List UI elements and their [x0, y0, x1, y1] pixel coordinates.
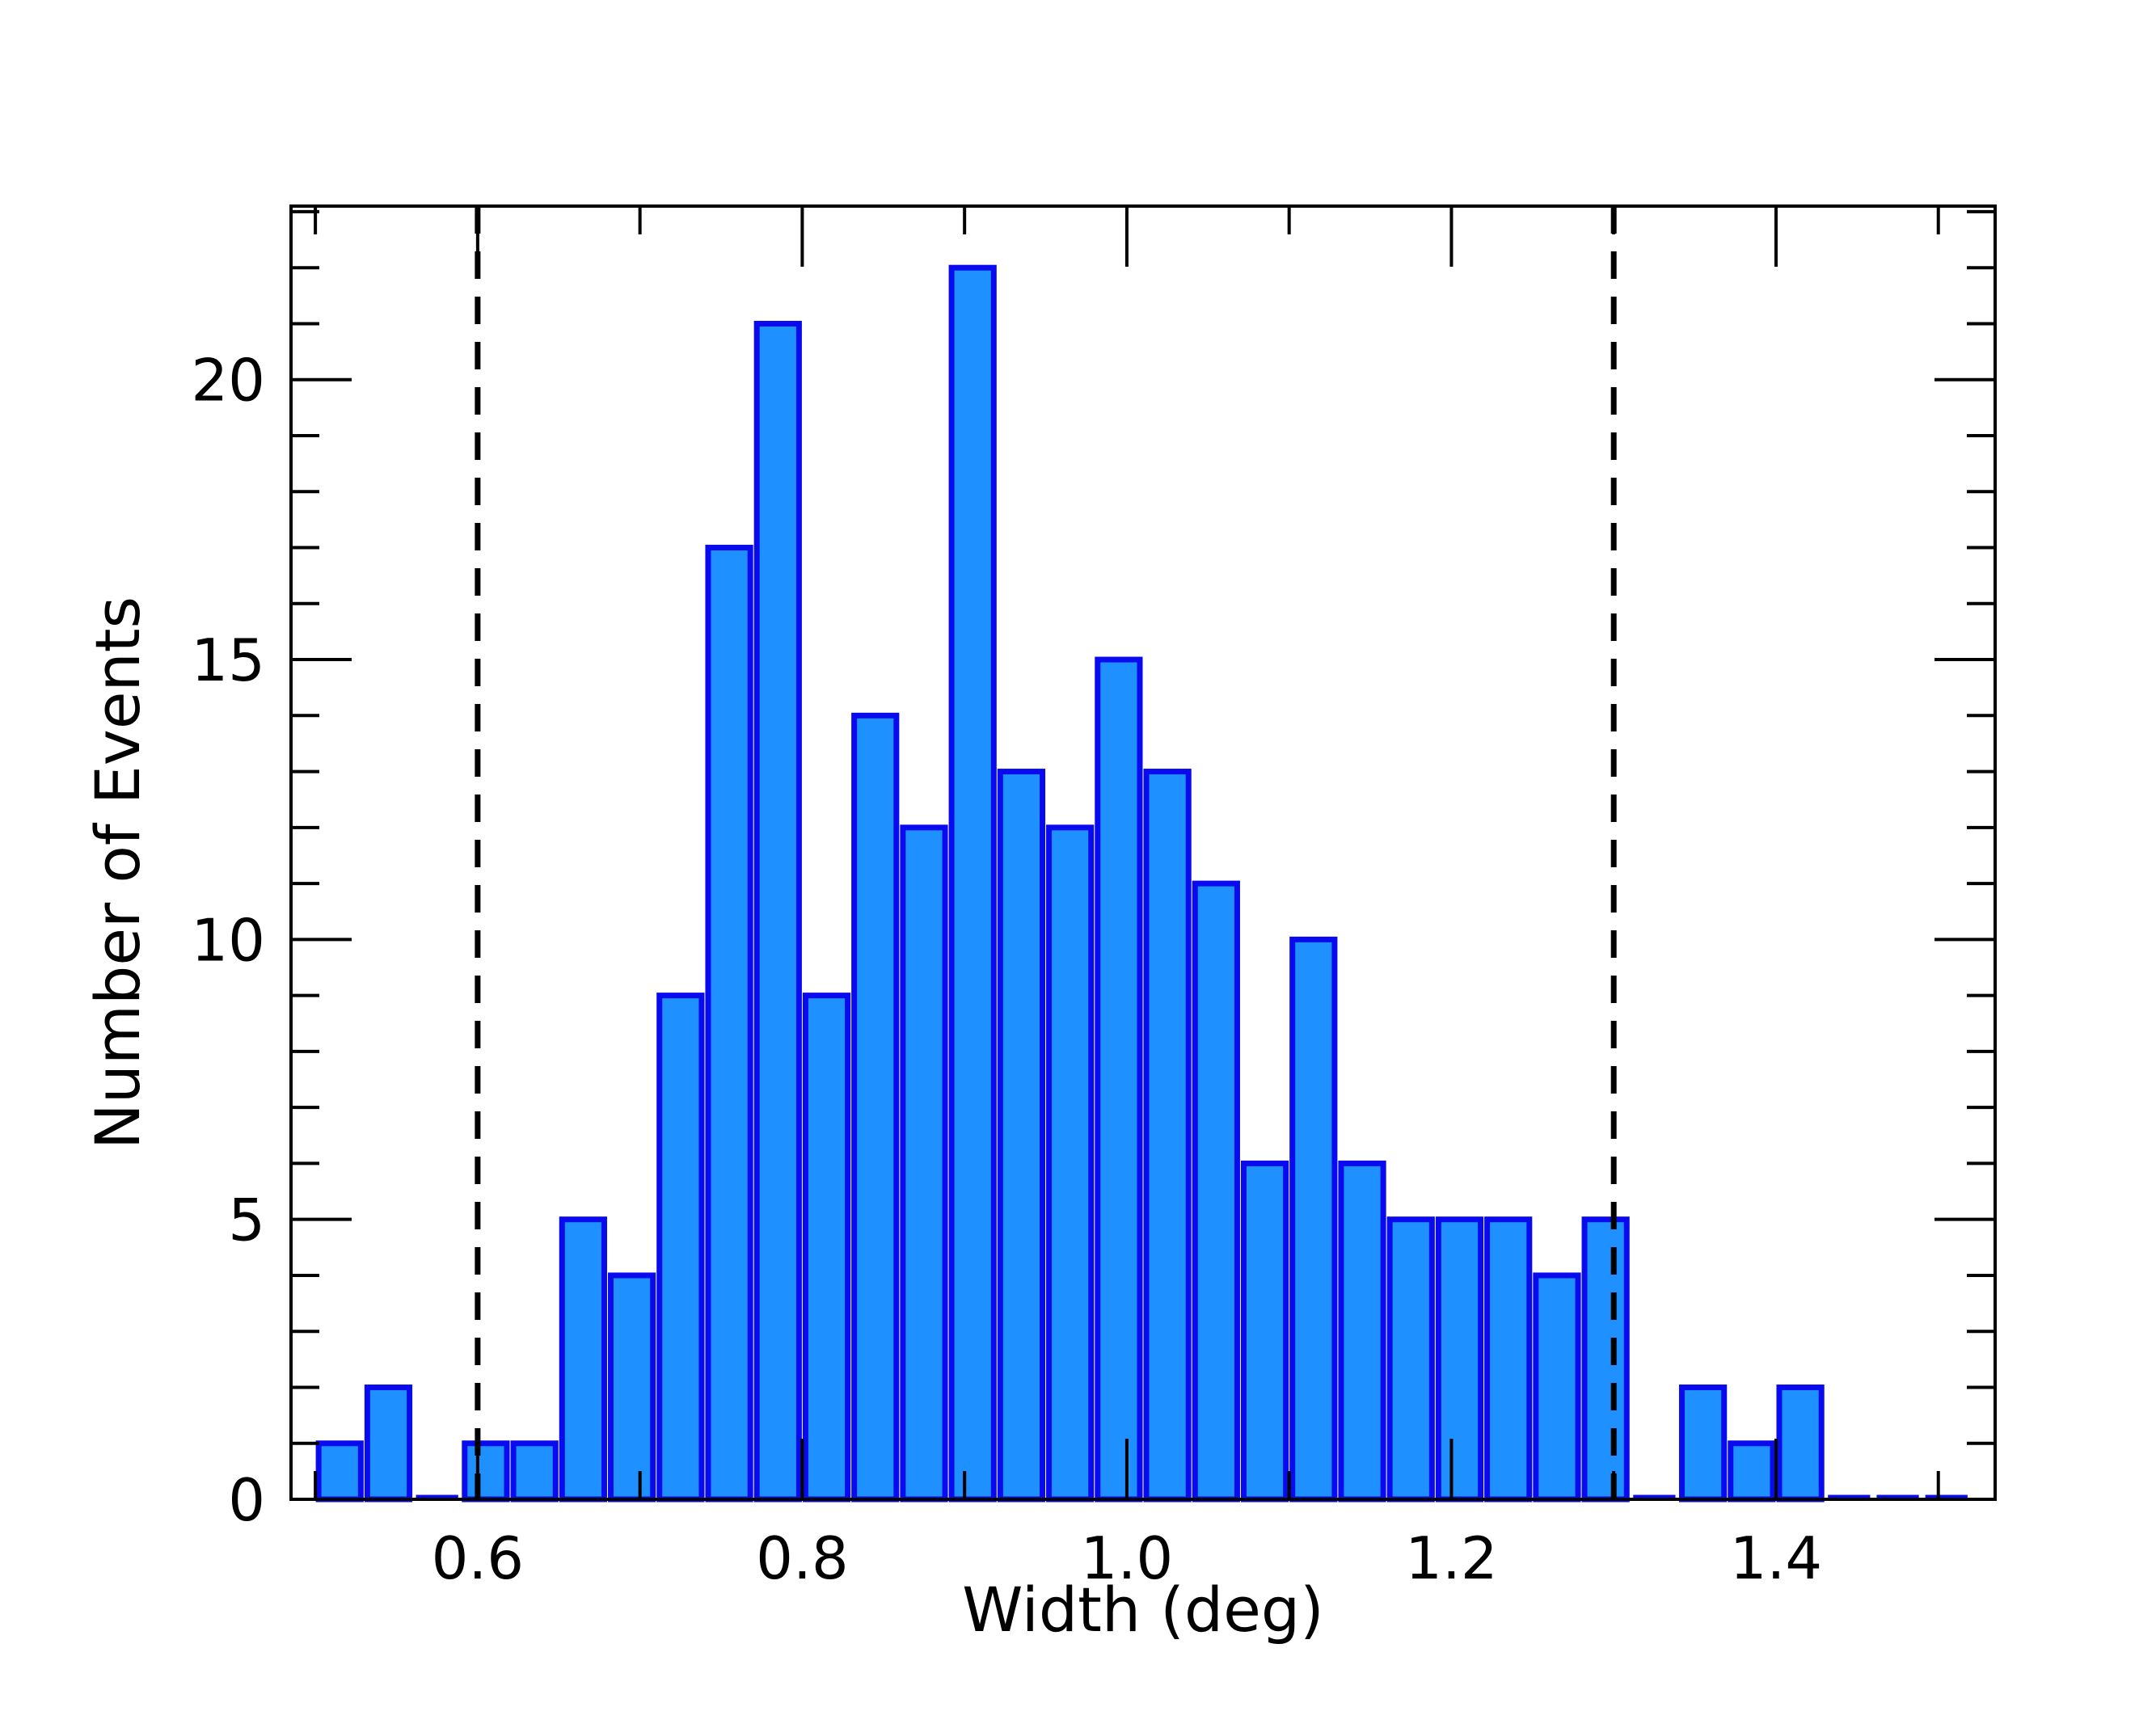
histogram-bar [900, 824, 948, 1503]
histogram-bar [315, 1440, 364, 1503]
histogram-bar [1240, 1160, 1289, 1503]
histogram-bar [1289, 936, 1338, 1503]
histogram-bar [1581, 1216, 1630, 1503]
y-tick-label: 5 [228, 1187, 265, 1254]
histogram-bar [753, 320, 802, 1503]
y-tick-label: 0 [228, 1466, 265, 1534]
plot-frame [289, 204, 1997, 1501]
histogram-bar [705, 545, 753, 1503]
histogram-bar [1728, 1440, 1776, 1503]
y-tick-label: 20 [191, 347, 265, 415]
histogram-bar [1533, 1272, 1581, 1503]
x-axis-label: Width (deg) [962, 1574, 1324, 1646]
histogram-bar [1046, 824, 1095, 1503]
histogram-bar [997, 769, 1046, 1503]
histogram-bar [656, 993, 705, 1503]
axis-ticks [291, 206, 1995, 1501]
x-tick-labels: 0.6 0.8 1.0 1.2 1.4 [432, 1524, 1823, 1592]
histogram-bar [559, 1216, 607, 1503]
histogram-bar [1776, 1384, 1825, 1503]
histogram-bar [1386, 1216, 1435, 1503]
x-tick-label: 0.8 [756, 1524, 849, 1592]
histogram-bar [1143, 769, 1192, 1503]
histogram-bar [1095, 656, 1143, 1503]
histogram-bar [802, 993, 851, 1503]
x-tick-label: 1.4 [1730, 1524, 1823, 1592]
histogram-bar [510, 1440, 559, 1503]
y-axis-label: Number of Events [82, 596, 154, 1149]
histogram-bar [1679, 1384, 1728, 1503]
y-tick-labels: 0 5 10 15 20 [191, 347, 265, 1534]
histogram-bar [1484, 1216, 1533, 1503]
reference-lines [475, 206, 1617, 1499]
histogram-bar [607, 1272, 656, 1503]
histogram-bar [1338, 1160, 1386, 1503]
x-tick-label: 1.0 [1081, 1524, 1174, 1592]
histogram-bar [1192, 880, 1240, 1503]
histogram-bar [1435, 1216, 1484, 1503]
x-tick-label: 1.2 [1405, 1524, 1498, 1592]
histogram-bar [462, 1440, 510, 1503]
bars-group [315, 264, 1968, 1503]
histogram-bar [364, 1384, 413, 1503]
y-tick-label: 15 [191, 626, 265, 694]
histogram-bar [851, 712, 900, 1503]
y-tick-label: 10 [191, 906, 265, 974]
x-tick-label: 0.6 [432, 1524, 525, 1592]
histogram-bar [948, 264, 997, 1503]
